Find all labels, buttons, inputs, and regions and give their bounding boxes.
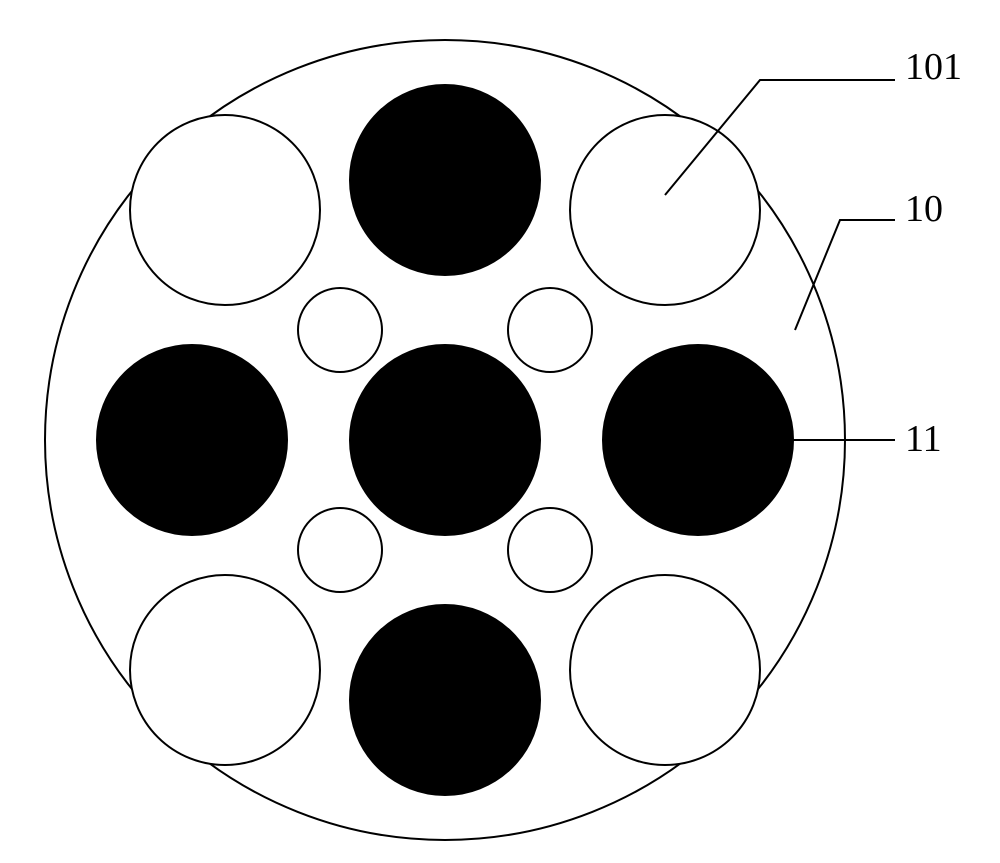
large-circle-top-left (130, 115, 320, 305)
small-circle-br (508, 508, 592, 592)
callout-label-11: 11 (905, 420, 942, 458)
large-circle-top-right (570, 115, 760, 305)
large-circle-bottom-left (130, 575, 320, 765)
large-circle-center (350, 345, 540, 535)
large-circle-bottom (350, 605, 540, 795)
large-circle-bottom-right (570, 575, 760, 765)
small-circle-tr (508, 288, 592, 372)
small-circle-bl (298, 508, 382, 592)
callout-label-101: 101 (905, 48, 962, 86)
large-circle-top (350, 85, 540, 275)
small-circle-tl (298, 288, 382, 372)
diagram-stage: 101 10 11 (0, 0, 1000, 863)
large-circle-left (97, 345, 287, 535)
diagram-svg (0, 0, 1000, 863)
callout-label-10: 10 (905, 190, 943, 228)
